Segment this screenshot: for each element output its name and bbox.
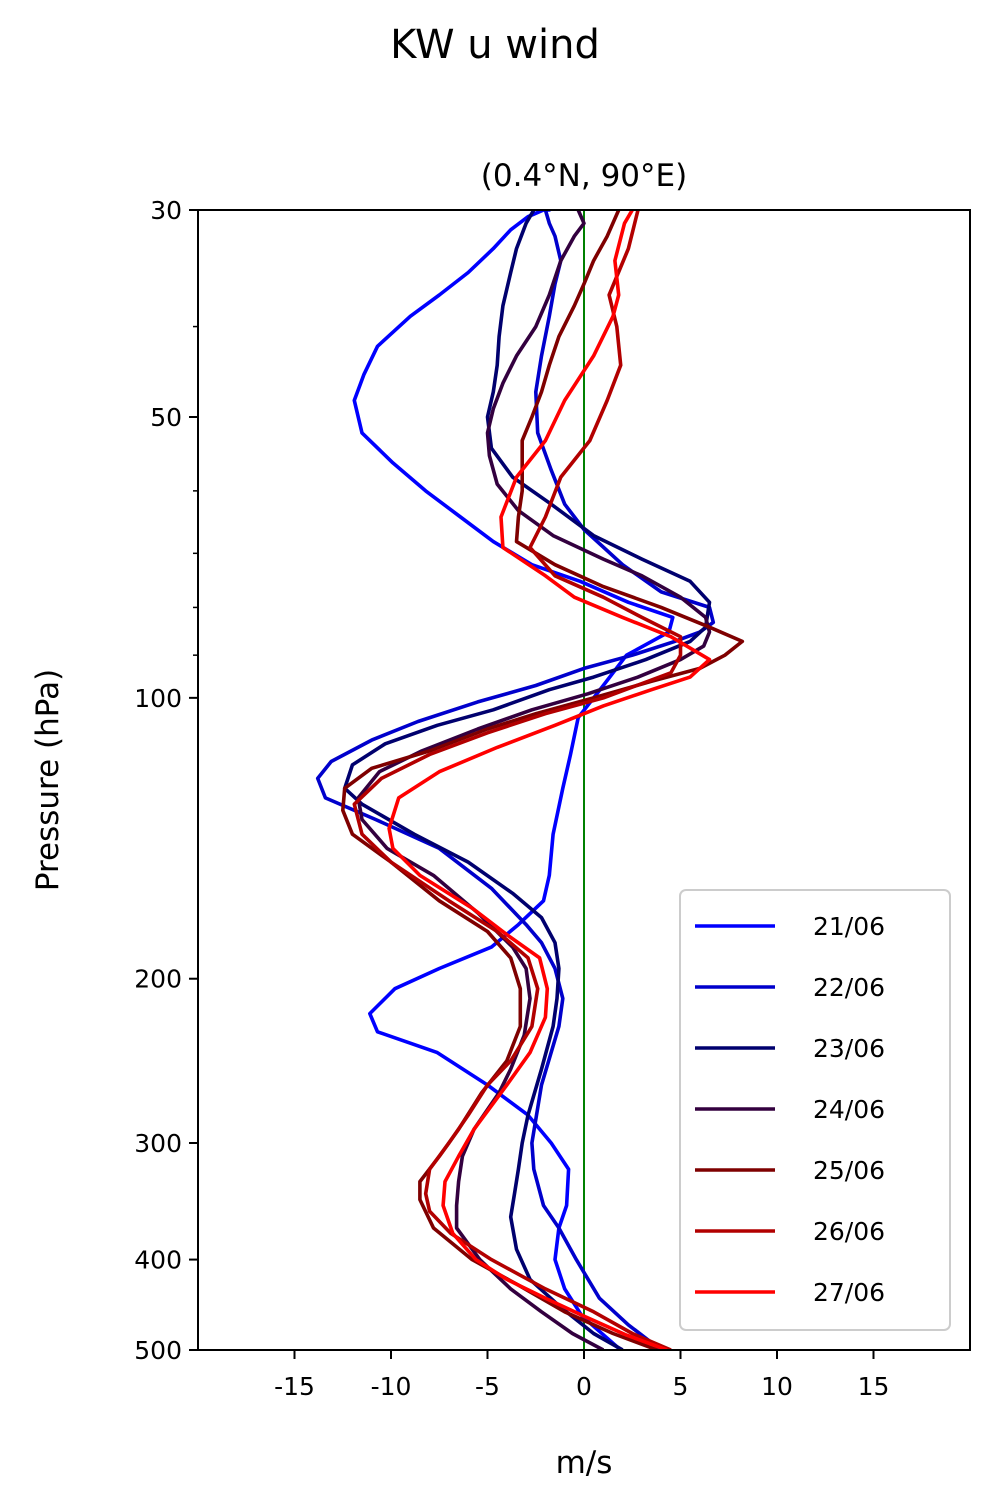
series-line-26-06 xyxy=(352,210,683,1350)
x-tick-label: 10 xyxy=(761,1372,793,1401)
y-tick-label: 500 xyxy=(134,1336,182,1365)
plot-frame xyxy=(197,209,971,1351)
y-tick-label: 400 xyxy=(134,1246,182,1275)
series-layer xyxy=(315,210,745,1350)
legend-label: 27/06 xyxy=(813,1278,885,1307)
y-tick-label: 50 xyxy=(150,403,182,432)
x-tick-label: -10 xyxy=(371,1372,412,1401)
series-line-22-06 xyxy=(315,210,716,1350)
series-line-23-06 xyxy=(342,210,712,1350)
x-tick-label: 15 xyxy=(858,1372,890,1401)
chart-subtitle: (0.4°N, 90°E) xyxy=(481,158,687,194)
figure-title: KW u wind xyxy=(390,22,600,68)
x-axis-label: m/s xyxy=(556,1445,613,1481)
legend-label: 26/06 xyxy=(813,1217,885,1246)
y-tick-label: 100 xyxy=(134,684,182,713)
series-line-21-06 xyxy=(352,210,675,1350)
legend-label: 22/06 xyxy=(813,973,885,1002)
y-tick-label: 300 xyxy=(134,1129,182,1158)
y-tick-label: 200 xyxy=(134,965,182,994)
legend-label: 24/06 xyxy=(813,1095,885,1124)
legend-box xyxy=(679,889,951,1331)
x-tick-label: -5 xyxy=(475,1372,500,1401)
x-tick-label: 5 xyxy=(673,1372,689,1401)
legend-label: 23/06 xyxy=(813,1034,885,1063)
y-tick-label: 30 xyxy=(150,196,182,225)
legend-label: 21/06 xyxy=(813,912,885,941)
y-axis-label: Pressure (hPa) xyxy=(30,669,66,891)
legend-label: 25/06 xyxy=(813,1156,885,1185)
x-tick-label: -15 xyxy=(274,1372,315,1401)
x-tick-label: 0 xyxy=(576,1372,592,1401)
series-line-24-06 xyxy=(356,210,712,1350)
series-line-27-06 xyxy=(387,210,712,1350)
axes-layer: -15 -10 -5 0 5 10 15 30 50 100 200 300 400 500 xyxy=(134,196,889,1401)
legend: 21/06 22/06 23/06 24/06 25/06 26/06 27/06 xyxy=(679,889,951,1331)
